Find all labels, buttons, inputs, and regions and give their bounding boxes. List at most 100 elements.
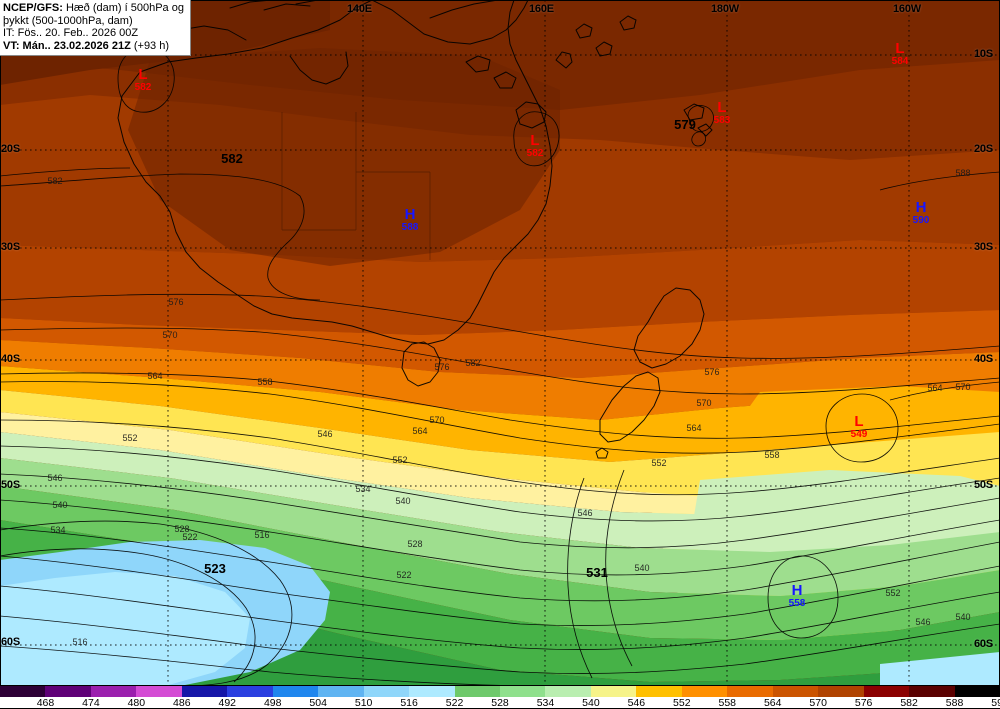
- pressure-centre-low-549: L 549: [851, 414, 868, 440]
- colorbar-tick-540: 540: [582, 697, 600, 709]
- pressure-centre-value: 549: [850, 429, 868, 440]
- lat-label-left-50s: 50S: [1, 479, 20, 491]
- colorbar-swatch-15: [681, 686, 728, 697]
- pressure-centre-value: 583: [713, 115, 731, 126]
- info-line-valid-time: VT: Mán.. 23.02.2026 21Z (+93 h): [3, 40, 184, 53]
- colorbar-tick-546: 546: [627, 697, 646, 709]
- pressure-centre-high-558: H 558: [789, 583, 806, 609]
- colorbar-swatch-5: [227, 686, 273, 697]
- contour-label-540: 540: [955, 612, 970, 622]
- contour-label-534: 534: [50, 525, 65, 535]
- vt-label: VT:: [3, 39, 20, 52]
- colorbar-tick-486: 486: [173, 697, 191, 709]
- contour-label-546: 546: [47, 473, 62, 483]
- extrema-value: 582: [221, 151, 243, 166]
- extrema-value: 531: [586, 565, 608, 580]
- contour-label-552: 552: [122, 433, 137, 443]
- contour-label-528: 528: [174, 524, 189, 534]
- colorbar-swatch-16: [727, 686, 773, 697]
- lat-label-right-60s: 60S: [974, 638, 993, 650]
- colorbar-tick-576: 576: [854, 697, 873, 709]
- colorbar-swatch-10: [454, 686, 500, 697]
- pressure-centre-symbol: L: [530, 132, 540, 149]
- pressure-centre-symbol: L: [854, 413, 864, 430]
- colorbar-tick-labels: 468 474 480 486 492 498 504 510 516 522 528 534 540 5…: [0, 697, 1000, 709]
- colorbar-swatch-18: [818, 686, 864, 697]
- contour-label-534: 534: [355, 484, 370, 494]
- pressure-centre-symbol: L: [895, 40, 905, 57]
- map-canvas[interactable]: 582 576 570 564 558 552 546 540 534 528 522 516 546 5…: [0, 0, 1000, 686]
- extrema-label-579: 579: [674, 117, 696, 131]
- pressure-centre-high-590: H 590: [913, 200, 930, 226]
- colorbar-swatch-8: [363, 686, 410, 697]
- pressure-centre-high-588: H 588: [402, 207, 419, 233]
- pressure-centre-symbol: H: [791, 582, 803, 599]
- contour-label-588: 588: [955, 168, 970, 178]
- colorbar-tick-564: 564: [763, 697, 782, 709]
- lat-label-right-20s: 20S: [974, 143, 993, 155]
- colorbar-swatch-12: [545, 686, 591, 697]
- colorbar-swatch-14: [636, 686, 682, 697]
- colorbar-swatch-20: [909, 686, 955, 697]
- colorbar-swatch-3: [136, 686, 182, 697]
- contour-label-546: 546: [915, 617, 930, 627]
- contour-label-552: 552: [392, 455, 407, 465]
- colorbar-baseline: [0, 707, 1000, 709]
- info-line-init-time: IT: Fös.. 20. Feb.. 2026 00Z: [3, 27, 139, 40]
- extrema-label-531: 531: [586, 565, 608, 579]
- contour-label-522: 522: [182, 532, 197, 542]
- contour-label-540: 540: [395, 496, 410, 506]
- colorbar-tick-558: 558: [718, 697, 737, 709]
- pressure-centre-value: 588: [401, 222, 419, 233]
- contour-label-570: 570: [955, 382, 970, 392]
- contour-label-570: 570: [696, 398, 711, 408]
- contour-label-564: 564: [686, 423, 701, 433]
- pressure-centre-symbol: H: [404, 206, 416, 223]
- colorbar-tick-570: 570: [809, 697, 827, 709]
- colorbar-swatch-6: [272, 686, 319, 697]
- lat-label-left-60s: 60S: [1, 636, 20, 648]
- colorbar-tick-492: 492: [218, 697, 237, 709]
- pressure-centre-symbol: H: [915, 199, 927, 216]
- colorbar-swatch-2: [90, 686, 137, 697]
- pressure-centre-value: 582: [134, 82, 152, 93]
- contour-label-576: 576: [704, 367, 719, 377]
- pressure-centre-symbol: L: [717, 99, 727, 116]
- colorbar-tick-552: 552: [673, 697, 691, 709]
- extrema-label-582: 582: [221, 151, 243, 165]
- lat-label-left-40s: 40S: [1, 353, 20, 365]
- model-desc: Hæð (dam) í 500hPa og: [62, 2, 184, 14]
- contour-label-558: 558: [764, 450, 779, 460]
- lon-label-140e: 140E: [347, 3, 372, 15]
- contour-label-552: 552: [885, 588, 900, 598]
- lon-label-180w: 180W: [711, 3, 739, 15]
- contour-label-528: 528: [407, 539, 422, 549]
- lat-label-left-20s: 20S: [1, 143, 20, 155]
- pressure-centre-low-582: L 582: [135, 67, 152, 93]
- lat-label-right-10s: 10S: [974, 48, 993, 60]
- pressure-centre-value: 590: [912, 215, 930, 226]
- contour-label-546: 546: [317, 429, 332, 439]
- colorbar-swatch-17: [772, 686, 819, 697]
- contour-label-564: 564: [927, 383, 942, 393]
- colorbar-tick-528: 528: [491, 697, 509, 709]
- pressure-centre-value: 558: [788, 598, 806, 609]
- contour-label-582: 582: [47, 176, 62, 186]
- contour-label-558: 558: [257, 377, 272, 387]
- colorbar-tick-588: 588: [945, 697, 964, 709]
- contour-label-570: 570: [429, 415, 444, 425]
- info-line-thickness: þykkt (500-1000hPa, dam): [3, 14, 133, 27]
- vt-value: Mán.. 23.02.2026 21Z: [19, 39, 131, 52]
- colorbar-swatch-7: [318, 686, 364, 697]
- colorbar-swatch-13: [590, 686, 637, 697]
- colorbar: 468 474 480 486 492 498 504 510 516 522 528 534 540 5…: [0, 686, 1000, 709]
- lat-label-left-30s: 30S: [1, 241, 20, 253]
- pressure-centre-value: 584: [891, 56, 909, 67]
- colorbar-swatch-0: [0, 686, 46, 697]
- contour-label-540: 540: [52, 500, 67, 510]
- pressure-centre-low-583: L 583: [714, 100, 731, 126]
- lat-label-right-30s: 30S: [974, 241, 993, 253]
- lat-label-right-40s: 40S: [974, 353, 993, 365]
